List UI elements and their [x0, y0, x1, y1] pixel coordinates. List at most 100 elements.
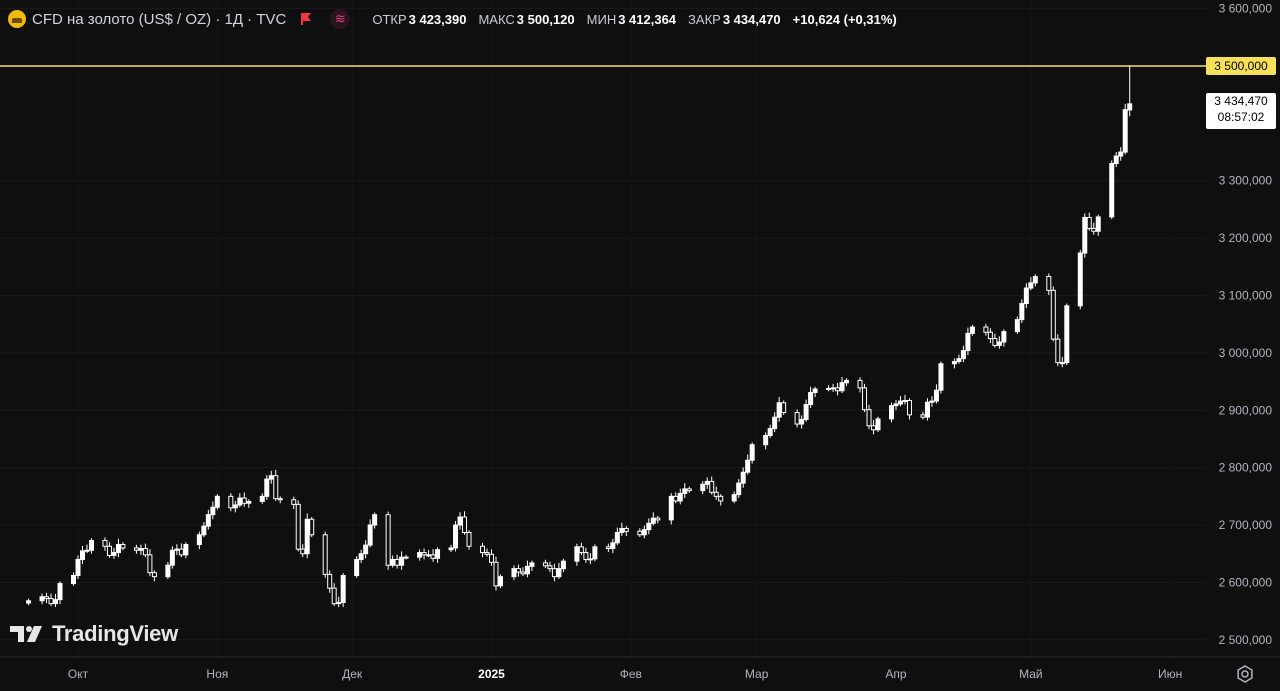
candle-body	[655, 517, 661, 521]
candle-body	[857, 379, 863, 389]
candle-body	[79, 550, 85, 560]
candle-body	[390, 558, 396, 566]
candle	[1091, 222, 1097, 235]
candle-body	[862, 387, 868, 411]
tradingview-logo-icon	[10, 626, 42, 642]
candle	[781, 400, 787, 415]
candle	[969, 324, 975, 336]
candle-body	[309, 518, 315, 536]
candle-body	[26, 600, 32, 604]
flag-icon[interactable]	[300, 13, 312, 25]
candle	[1028, 277, 1034, 291]
candle-body	[682, 488, 688, 494]
candle	[169, 546, 175, 569]
candle-body	[520, 571, 526, 575]
candle	[866, 404, 872, 430]
candle-body	[448, 547, 454, 551]
candle	[88, 538, 94, 554]
grid-lines	[0, 8, 1206, 641]
candle	[142, 543, 148, 558]
candle	[938, 361, 944, 394]
candle	[587, 553, 593, 565]
candle	[1064, 303, 1070, 365]
candle	[300, 544, 306, 558]
candle	[493, 556, 499, 591]
candle	[421, 548, 427, 560]
candle	[488, 549, 494, 566]
candle	[704, 477, 710, 489]
candle	[336, 596, 342, 608]
candle	[574, 543, 580, 566]
candle-body	[1109, 163, 1115, 218]
candle	[655, 515, 661, 524]
candle-body	[385, 514, 391, 566]
candle-body	[713, 491, 719, 497]
last-price-box: 3 434,470 08:57:02	[1206, 93, 1276, 129]
candle	[560, 558, 566, 573]
candle-body	[529, 562, 535, 567]
candle	[763, 432, 769, 450]
waves-icon[interactable]: ≋	[330, 9, 351, 29]
candle-body	[295, 503, 301, 550]
candle	[394, 554, 400, 569]
candle	[1122, 103, 1128, 155]
candle-body	[327, 573, 333, 589]
candle	[1001, 329, 1007, 347]
candle-body	[174, 548, 180, 551]
candle	[524, 560, 530, 578]
candle	[448, 544, 454, 552]
candle	[201, 522, 207, 538]
candle	[960, 345, 966, 363]
candle	[641, 525, 647, 539]
candle-body	[736, 482, 742, 496]
candle	[520, 567, 526, 577]
gold-symbol-icon[interactable]	[8, 10, 26, 28]
y-tick-label: 2 500,000	[1219, 633, 1273, 647]
settings-icon[interactable]	[1235, 664, 1255, 684]
candle	[686, 486, 692, 493]
candle-body	[763, 435, 769, 446]
candle	[237, 493, 243, 508]
candle-body	[75, 558, 81, 577]
x-tick-label: Июн	[1158, 667, 1182, 681]
ohlc-low-label: МИН	[586, 11, 617, 27]
y-tick-label: 3 300,000	[1219, 174, 1273, 188]
candle	[929, 396, 935, 407]
time-axis[interactable]: Окт Ноя Дек 2025 Фев Мар Апр Май Июн	[68, 667, 1182, 681]
candle	[731, 491, 737, 504]
candle-body	[53, 599, 59, 605]
candle-body	[151, 572, 157, 578]
candle-body	[830, 387, 836, 390]
price-axis[interactable]: 3 600,000 3 300,000 3 200,000 3 100,000 3 00…	[1219, 2, 1273, 647]
candle	[515, 564, 521, 577]
tradingview-logo[interactable]: TradingView	[10, 621, 178, 647]
candle	[26, 598, 32, 606]
candle	[84, 544, 90, 554]
candle-body	[574, 546, 580, 562]
candle-body	[304, 518, 310, 555]
candle	[165, 562, 171, 579]
candle	[358, 549, 364, 563]
x-tick-label: 2025	[478, 667, 505, 681]
candle-body	[201, 525, 207, 536]
candle-body	[102, 540, 108, 547]
candle	[183, 542, 189, 559]
candle	[430, 549, 436, 562]
candle	[385, 511, 391, 570]
candle	[1118, 147, 1124, 161]
candle-body	[133, 547, 139, 551]
symbol-title[interactable]: CFD на золото (US$ / OZ) · 1Д · TVC	[32, 10, 287, 28]
price-level-label[interactable]: 3 500,000	[1206, 57, 1276, 75]
candle	[1023, 283, 1029, 309]
candle-body	[745, 459, 751, 473]
candle	[740, 467, 746, 488]
candle-body	[435, 549, 441, 559]
candle-body	[228, 495, 234, 509]
candle-body	[488, 553, 494, 563]
candle-body	[1127, 103, 1133, 111]
candle	[893, 399, 899, 411]
candle	[713, 486, 719, 500]
x-tick-label: Окт	[68, 667, 89, 681]
candle	[277, 496, 283, 504]
